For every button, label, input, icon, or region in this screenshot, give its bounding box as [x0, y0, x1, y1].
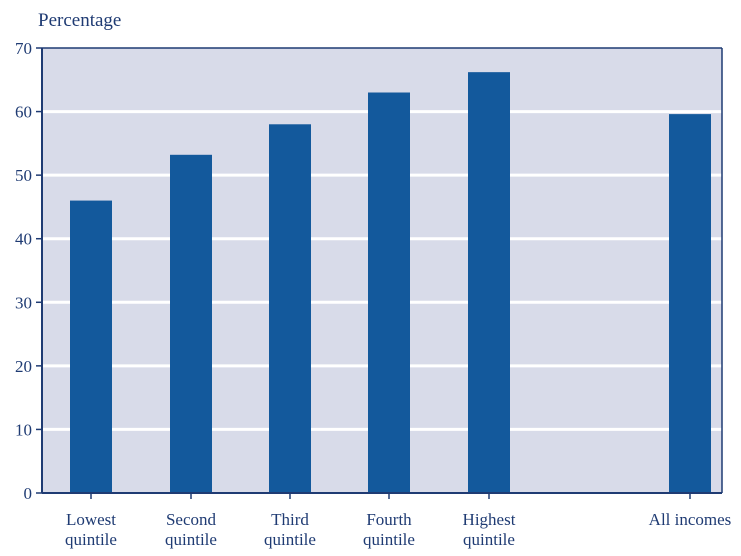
x-category-label-3: Fourth quintile [363, 510, 415, 549]
bar-3 [368, 92, 410, 493]
x-category-label-0: Lowest quintile [65, 510, 117, 549]
bar-1 [170, 154, 212, 494]
bar-4 [468, 72, 510, 494]
y-tick-labels: 0 10 20 30 40 50 60 70 [15, 39, 32, 503]
x-category-label-2: Third quintile [264, 510, 316, 549]
y-tick-label-70: 70 [15, 39, 32, 58]
y-tick-label-10: 10 [15, 420, 32, 439]
bars [70, 72, 711, 494]
y-tick-label-30: 30 [15, 293, 32, 312]
y-tick-label-60: 60 [15, 103, 32, 122]
y-tick-label-20: 20 [15, 357, 32, 376]
bar-2 [269, 124, 311, 494]
x-category-label-1: Second quintile [165, 510, 217, 549]
x-category-label-4: Highest quintile [463, 510, 516, 549]
y-tick-label-50: 50 [15, 166, 32, 185]
y-tick-label-0: 0 [24, 484, 33, 503]
x-category-label-5: All incomes [649, 510, 732, 529]
bar-0 [70, 200, 112, 494]
x-category-labels: Lowest quintile Second quintile Third quintil… [65, 510, 731, 549]
axes [36, 47, 723, 499]
bar-5 [669, 114, 711, 493]
y-axis-label: Percentage [38, 10, 121, 31]
y-tick-label-40: 40 [15, 230, 32, 249]
